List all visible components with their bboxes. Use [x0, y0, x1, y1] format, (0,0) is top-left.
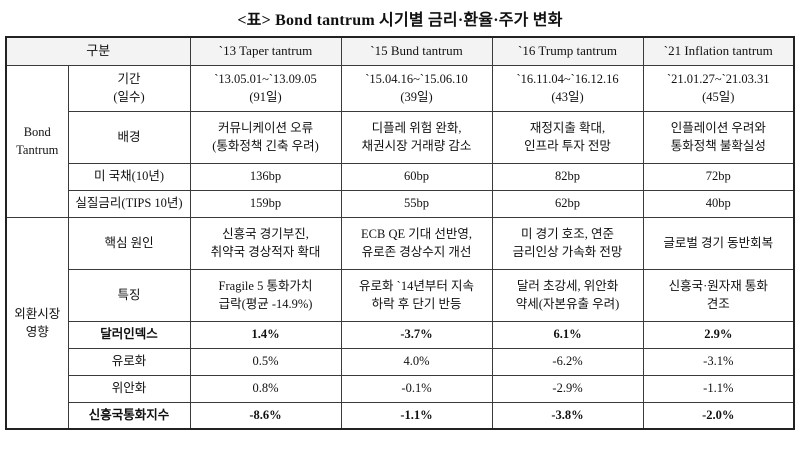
row-label-real-rate: 실질금리(TIPS 10년) — [67, 189, 191, 218]
header-col-taper: `13 Taper tantrum — [189, 36, 342, 66]
table-cell: -3.8% — [491, 401, 644, 430]
table-cell: 62bp — [491, 189, 644, 218]
table-title: <표> Bond tantrum 시기별 금리·환율·주가 변화 — [237, 12, 563, 29]
row-label-yuan: 위안화 — [67, 374, 191, 403]
table-cell: 재정지출 확대, 인프라 투자 전망 — [491, 110, 644, 164]
table-cell: Fragile 5 통화가치 급락(평균 -14.9%) — [189, 268, 342, 322]
table-cell: 159bp — [189, 189, 342, 218]
table-row-key-cause: 외환시장 영향 핵심 원인 신흥국 경기부진, 취약국 경상적자 확대 ECB … — [5, 216, 795, 430]
table-cell: 달러 초강세, 위안화 약세(자본유출 우려) — [491, 268, 644, 322]
header-gubun: 구분 — [5, 36, 191, 66]
table-row-euro: 유로화 0.5% 4.0% -6.2% -3.1% — [6, 347, 795, 376]
table-cell: 4.0% — [340, 347, 493, 376]
table-cell: 미 경기 호조, 연준 금리인상 가속화 전망 — [491, 216, 644, 270]
table-cell: 60bp — [340, 162, 493, 191]
group-label-fx-market: 외환시장 영향 — [5, 216, 69, 430]
table-cell: 1.4% — [189, 320, 342, 349]
table-cell: 6.1% — [491, 320, 644, 349]
table-row-dollar-index: 달러인덱스 1.4% -3.7% 6.1% 2.9% — [6, 320, 795, 349]
table-cell: 2.9% — [642, 320, 795, 349]
table-cell: 40bp — [642, 189, 795, 218]
header-col-trump: `16 Trump tantrum — [491, 36, 644, 66]
table-row-real-rate: 실질금리(TIPS 10년) 159bp 55bp 62bp 40bp — [6, 189, 795, 218]
table-cell: 유로화 `14년부터 지속 하락 후 단기 반등 — [340, 268, 493, 322]
table-cell: 136bp — [189, 162, 342, 191]
row-label-period: 기간 (일수) — [67, 64, 191, 112]
table-cell: 0.5% — [189, 347, 342, 376]
table-cell: -6.2% — [491, 347, 644, 376]
table-cell: -1.1% — [340, 401, 493, 430]
table-cell: `13.05.01~`13.09.05 (91일) — [189, 64, 342, 112]
table-cell: ECB QE 기대 선반영, 유로존 경상수지 개선 — [340, 216, 493, 270]
table-row-yuan: 위안화 0.8% -0.1% -2.9% -1.1% — [6, 374, 795, 403]
table-row-period: Bond Tantrum 기간 (일수) `13.05.01~`13.09.05… — [5, 64, 795, 218]
bond-tantrum-table: 구분 `13 Taper tantrum `15 Bund tantrum `1… — [5, 36, 796, 430]
table-cell: 신흥국 경기부진, 취약국 경상적자 확대 — [189, 216, 342, 270]
table-cell: 55bp — [340, 189, 493, 218]
row-label-euro: 유로화 — [67, 347, 191, 376]
table-cell: `15.04.16~`15.06.10 (39일) — [340, 64, 493, 112]
row-label-us-treasury: 미 국채(10년) — [67, 162, 191, 191]
table-cell: 인플레이션 우려와 통화정책 불확실성 — [642, 110, 795, 164]
group-label-bond-tantrum: Bond Tantrum — [5, 64, 69, 218]
table-cell: -0.1% — [340, 374, 493, 403]
table-cell: 커뮤니케이션 오류 (통화정책 긴축 우려) — [189, 110, 342, 164]
header-row: 구분 `13 Taper tantrum `15 Bund tantrum `1… — [5, 36, 795, 66]
table-cell: -2.9% — [491, 374, 644, 403]
table-cell: `16.11.04~`16.12.16 (43일) — [491, 64, 644, 112]
table-cell: 82bp — [491, 162, 644, 191]
table-row-us-treasury: 미 국채(10년) 136bp 60bp 82bp 72bp — [6, 162, 795, 191]
table-cell: -3.7% — [340, 320, 493, 349]
table-row-em-currency-index: 신흥국통화지수 -8.6% -1.1% -3.8% -2.0% — [6, 401, 795, 430]
table-row-background: 배경 커뮤니케이션 오류 (통화정책 긴축 우려) 디플레 위험 완화, 채권시… — [6, 110, 795, 164]
table-cell: -1.1% — [642, 374, 795, 403]
header-col-inflation: `21 Inflation tantrum — [642, 36, 795, 66]
table-cell: -3.1% — [642, 347, 795, 376]
table-cell: 0.8% — [189, 374, 342, 403]
table-cell: 글로벌 경기 동반회복 — [642, 216, 795, 270]
table-row-features: 특징 Fragile 5 통화가치 급락(평균 -14.9%) 유로화 `14년… — [6, 268, 795, 322]
header-col-bund: `15 Bund tantrum — [340, 36, 493, 66]
row-label-features: 특징 — [67, 268, 191, 322]
row-label-background: 배경 — [67, 110, 191, 164]
row-label-em-currency-index: 신흥국통화지수 — [67, 401, 191, 430]
table-cell: 72bp — [642, 162, 795, 191]
table-cell: -8.6% — [189, 401, 342, 430]
table-cell: `21.01.27~`21.03.31 (45일) — [642, 64, 795, 112]
table-cell: -2.0% — [642, 401, 795, 430]
table-cell: 디플레 위험 완화, 채권시장 거래량 감소 — [340, 110, 493, 164]
row-label-dollar-index: 달러인덱스 — [67, 320, 191, 349]
row-label-key-cause: 핵심 원인 — [67, 216, 191, 270]
table-cell: 신흥국·원자재 통화 견조 — [642, 268, 795, 322]
